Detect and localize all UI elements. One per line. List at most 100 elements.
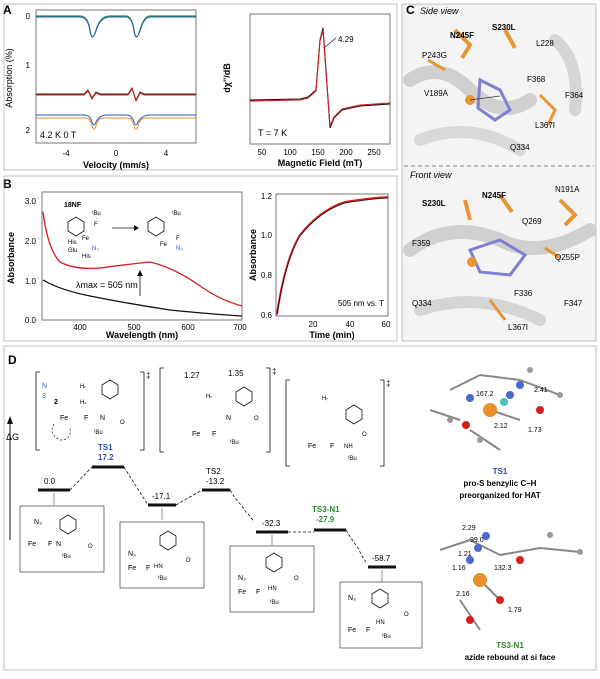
uvvis-ytick: 2.0 (25, 237, 37, 246)
distance-label: 167.2 (476, 391, 494, 398)
distance-label: 1.73 (528, 427, 542, 434)
kinetics-plot: Absorbance Time (min) 20 40 60 0.6 0.8 1… (248, 192, 391, 340)
structure1-caption: pro-S benzylic C–H (464, 479, 537, 488)
o-atom: O (88, 544, 93, 550)
tbu: ᵗBu (382, 633, 391, 640)
ts3-structure: ‡ Hᵣ Fe F NH ᵗBu O (285, 379, 390, 467)
structure1-caption: preorganized for HAT (459, 491, 540, 500)
distance-label: 1.79 (508, 607, 522, 614)
o-atom: O (254, 416, 259, 422)
distance-label: 2.16 (456, 591, 470, 598)
structure2-caption: azide rebound at si face (465, 653, 556, 662)
f-atom: F (256, 589, 260, 596)
residue-label: Q269 (522, 217, 542, 226)
kinetics-ytick: 0.8 (261, 271, 273, 280)
kinetics-ytick: 1.0 (261, 231, 273, 240)
mossbauer-residual (36, 86, 196, 102)
tbu: ᵗBu (348, 455, 357, 462)
residue-label: L367I (508, 323, 528, 332)
mossbauer-component-blue (36, 114, 196, 126)
o-atom: O (362, 432, 367, 438)
residue-label: N245F (450, 31, 474, 40)
mossbauer-ytick: 1 (26, 61, 31, 70)
distance-label: 1.16 (452, 565, 466, 572)
residue-label: Q334 (510, 143, 530, 152)
epr-xlabel: Magnetic Field (mT) (278, 158, 363, 168)
tbu: ᵗBu (230, 439, 239, 446)
azide-index: 2 (54, 399, 58, 406)
n-atom: N (100, 415, 105, 422)
panel-c: C Side view Front view S230L N245F L228 … (401, 3, 597, 342)
ts3-3d-structure: 2.29 99.0 1.21 1.16 132.3 2.16 1.79 TS3-… (439, 525, 583, 662)
tbu: ᵗBu (158, 575, 167, 582)
residue-label: F359 (412, 239, 431, 248)
mossbauer-fit-top (36, 16, 196, 37)
panel-b-label: B (3, 177, 12, 191)
epr-axes (249, 13, 391, 145)
kinetics-xlabel: Time (min) (309, 330, 354, 340)
uvvis-xtick: 700 (233, 323, 247, 332)
inset-his: His (82, 254, 91, 260)
residue-label: N245F (482, 191, 506, 200)
mossbauer-ytick: 2 (26, 126, 31, 135)
uvvis-xtick: 400 (73, 323, 87, 332)
intermediate-box-3: N₃ Fe F HN ᵗBu O (339, 581, 423, 649)
f-atom: F (366, 627, 370, 634)
front-view-title: Front view (410, 170, 452, 180)
residue-label: F336 (514, 289, 533, 298)
nh-group: NH (344, 444, 353, 450)
h-r: Hᵣ (322, 396, 328, 402)
inset-his: His (68, 240, 77, 246)
mossbauer-xtick: 4 (164, 149, 169, 158)
residue-label: S230L (492, 23, 516, 32)
o-atom: O (120, 420, 125, 426)
uvvis-plot: Absorbance Wavelength (nm) 400 500 600 7… (6, 191, 247, 340)
residue-label: Q334 (412, 299, 432, 308)
azide-index: 3 (42, 393, 46, 400)
energy-value: -32.3 (262, 519, 281, 528)
kinetics-xtick: 20 (309, 320, 318, 329)
mossbauer-annotation: 4.2 K 0 T (40, 130, 77, 140)
uvvis-ylabel: Absorbance (6, 232, 16, 284)
fe-atom: Fe (192, 431, 200, 438)
mossbauer-ytick: 0 (26, 12, 31, 21)
residue-label: V189A (424, 89, 449, 98)
ts1-structure: ‡ N 3 2 Hᵣ Hₛ Fe F N ᵗBu O (35, 371, 150, 451)
o-atom: O (294, 576, 299, 582)
structure1-title: TS1 (493, 467, 508, 476)
distance-label: 1.27 (184, 371, 200, 380)
inset-f: F (176, 236, 180, 242)
kinetics-xtick: 60 (382, 320, 391, 329)
f-atom: F (146, 565, 150, 572)
kinetics-ylabel: Absorbance (248, 229, 258, 281)
residue-label: Q255P (555, 253, 580, 262)
mossbauer-xlabel: Velocity (mm/s) (83, 160, 149, 170)
residue-label: L228 (536, 39, 554, 48)
energy-value: 0.0 (44, 477, 56, 486)
residue-label: F368 (527, 75, 546, 84)
epr-plot: dχ''/dB Magnetic Field (mT) 50 100 150 2… (222, 13, 391, 168)
panel-a-label: A (3, 3, 12, 17)
side-view-render (403, 28, 582, 156)
ts2-label: TS2 (206, 467, 221, 476)
energy-value: -58.7 (372, 554, 391, 563)
inset-compound-label: 18NF (64, 202, 82, 209)
f-atom: F (84, 415, 88, 422)
f-atom: F (212, 431, 216, 438)
hn-group: HN (376, 620, 385, 626)
distance-label: 2.29 (462, 525, 476, 532)
distance-label: 2.41 (534, 387, 548, 394)
mossbauer-plot: Absorption (%) Velocity (mm/s) -4 0 4 0 … (4, 9, 197, 170)
ts2-structure: ‡ 1.27 1.35 Hᵣ Fe F N ᵗBu O (159, 367, 276, 453)
h-r: Hᵣ (206, 394, 212, 400)
mossbauer-data-top (36, 15, 196, 38)
energy-value: -17.1 (152, 492, 171, 501)
energy-value: -13.2 (206, 477, 225, 486)
uvvis-red-trace (42, 211, 243, 307)
mossbauer-component-orange (36, 117, 196, 130)
o-atom: O (186, 558, 191, 564)
distance-label: 132.3 (494, 565, 512, 572)
fe-sphere (473, 573, 487, 587)
epr-xtick: 100 (283, 148, 297, 157)
azide-n: N (42, 383, 47, 390)
